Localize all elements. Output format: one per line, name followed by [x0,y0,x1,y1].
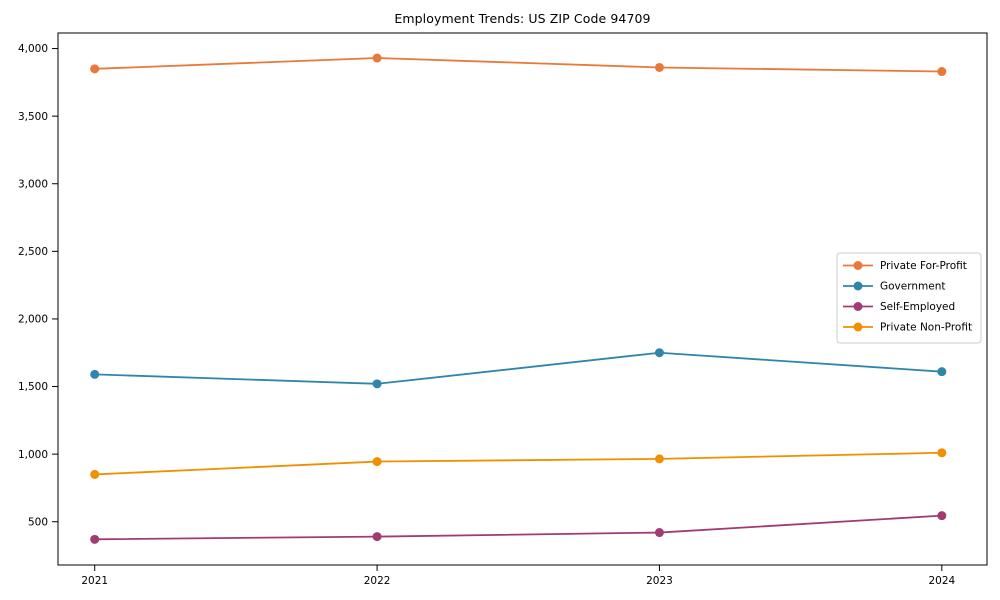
y-axis-tick-label: 2,500 [18,246,48,258]
legend-label-government: Government [880,281,945,293]
y-axis-tick-label: 1,000 [18,449,48,461]
series-line-self-employed [94,514,942,541]
data-point-government-2021 [90,369,100,379]
legend-box [836,252,982,344]
data-point-self-employed-2023 [654,528,664,538]
data-point-government-2024 [937,367,947,377]
data-point-self-employed-2022 [372,532,382,542]
data-point-private-non-profit-2023 [654,454,664,464]
data-point-private-for-profit-2024 [937,67,947,77]
series-line-government [94,351,942,385]
y-axis-tick-label: 500 [28,516,48,528]
legend-label-private-for-profit: Private For-Profit [880,260,967,272]
data-point-private-for-profit-2022 [372,53,382,63]
x-axis-tick-label: 2021 [81,575,108,587]
x-axis-tick-label: 2022 [364,575,391,587]
legend-label-self-employed: Self-Employed [880,301,955,313]
data-point-private-non-profit-2024 [937,448,947,458]
x-axis-tick-label: 2023 [646,575,673,587]
legend-marker-icon [853,281,863,291]
data-point-private-for-profit-2023 [654,62,664,72]
y-axis-tick-label: 3,000 [18,178,48,190]
data-point-private-non-profit-2022 [372,457,382,467]
data-point-government-2022 [372,379,382,389]
legend-marker-icon [853,261,863,270]
data-point-private-for-profit-2021 [90,64,100,74]
legend-marker-icon [853,322,863,332]
y-axis-tick-label: 2,000 [18,314,48,326]
data-point-self-employed-2021 [90,534,100,544]
axes-box [57,32,988,566]
x-axis-tick-label: 2024 [928,575,955,587]
legend-label-private-non-profit: Private Non-Profit [880,322,972,334]
data-point-self-employed-2024 [937,511,947,521]
series-line-private-for-profit [94,57,942,73]
data-point-government-2023 [654,348,664,358]
y-axis-tick-label: 4,000 [18,43,48,55]
legend-marker-icon [853,302,863,311]
data-point-private-non-profit-2021 [90,469,100,479]
y-axis-tick-label: 1,500 [18,381,48,393]
chart-title: Employment Trends: US ZIP Code 94709 [394,11,651,26]
series-line-private-non-profit [94,451,942,476]
y-axis-tick-label: 3,500 [18,111,48,123]
